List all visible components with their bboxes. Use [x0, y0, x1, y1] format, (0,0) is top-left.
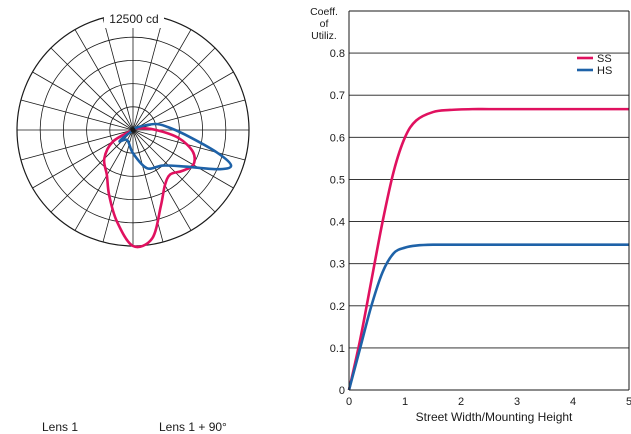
cu-ytick-label-1: 0.1 [330, 343, 345, 355]
polar-spoke-345 [102, 17, 134, 131]
cu-y-axis-label-line-2: Utiliz. [311, 30, 337, 42]
cu-y-axis-label-line-0: Coeff. [310, 6, 338, 18]
cu-axes: 0 0.1 0.2 0.3 0.4 0.5 0.6 0.7 0.8 0 1 2 3 4 5 Street Wi… [310, 6, 631, 424]
cu-ytick-label-2: 0.2 [330, 301, 345, 313]
polar-scale-label: 12500 cd [109, 12, 158, 26]
cu-series [347, 107, 629, 391]
polar-spoke-210 [74, 129, 134, 231]
polar-spoke-255 [20, 129, 134, 161]
polar-spoke-135 [132, 129, 216, 213]
polar-spoke-285 [20, 99, 134, 131]
cu-xtick-label-1: 1 [402, 396, 408, 408]
legend-label-ss: SS [597, 53, 612, 65]
cu-ytick-label-6: 0.6 [330, 132, 345, 144]
cu-y-axis-label: Coeff. of Utiliz. [310, 6, 338, 42]
polar-scale-label-bg [104, 10, 164, 28]
cu-xtick-label-0: 0 [346, 396, 352, 408]
polar-spoke-60 [132, 71, 234, 131]
cu-x-axis-label: Street Width/Mounting Height [416, 410, 573, 424]
cu-series-hs [347, 243, 629, 391]
cu-ytick-label-7: 0.7 [330, 90, 345, 102]
polar-spoke-315 [50, 47, 134, 131]
cu-xtick-label-5: 5 [626, 396, 631, 408]
polar-spoke-30 [132, 29, 192, 131]
polar-spoke-330 [74, 29, 134, 131]
polar-series [102, 122, 233, 249]
polar-spoke-195 [102, 129, 134, 243]
cu-ytick-label-0: 0 [339, 385, 345, 397]
cu-ytick-label-5: 0.5 [330, 174, 345, 186]
polar-spoke-150 [132, 129, 192, 231]
lens-label-1: Lens 1 [42, 420, 79, 434]
polar-spoke-300 [32, 71, 134, 131]
polar-series-ss [102, 126, 197, 249]
cu-xtick-label-2: 2 [458, 396, 464, 408]
polar-spoke-45 [132, 47, 216, 131]
cu-ytick-label-4: 0.4 [330, 217, 345, 229]
polar-spoke-225 [50, 129, 134, 213]
cu-xtick-label-3: 3 [514, 396, 520, 408]
cu-series-ss [347, 107, 629, 391]
cu-ytick-label-3: 0.3 [330, 259, 345, 271]
cu-grid [349, 10, 629, 349]
polar-spoke-120 [132, 129, 234, 189]
cu-ytick-label-8: 0.8 [330, 48, 345, 60]
legend-label-hs: HS [597, 65, 612, 77]
lens-label-2: Lens 1 + 90° [159, 420, 227, 434]
cu-y-axis-label-line-1: of [320, 18, 329, 30]
polar-center [130, 127, 136, 133]
polar-series-hs [118, 122, 233, 171]
cu-xtick-label-4: 4 [570, 396, 576, 408]
polar-spoke-15 [132, 17, 164, 131]
